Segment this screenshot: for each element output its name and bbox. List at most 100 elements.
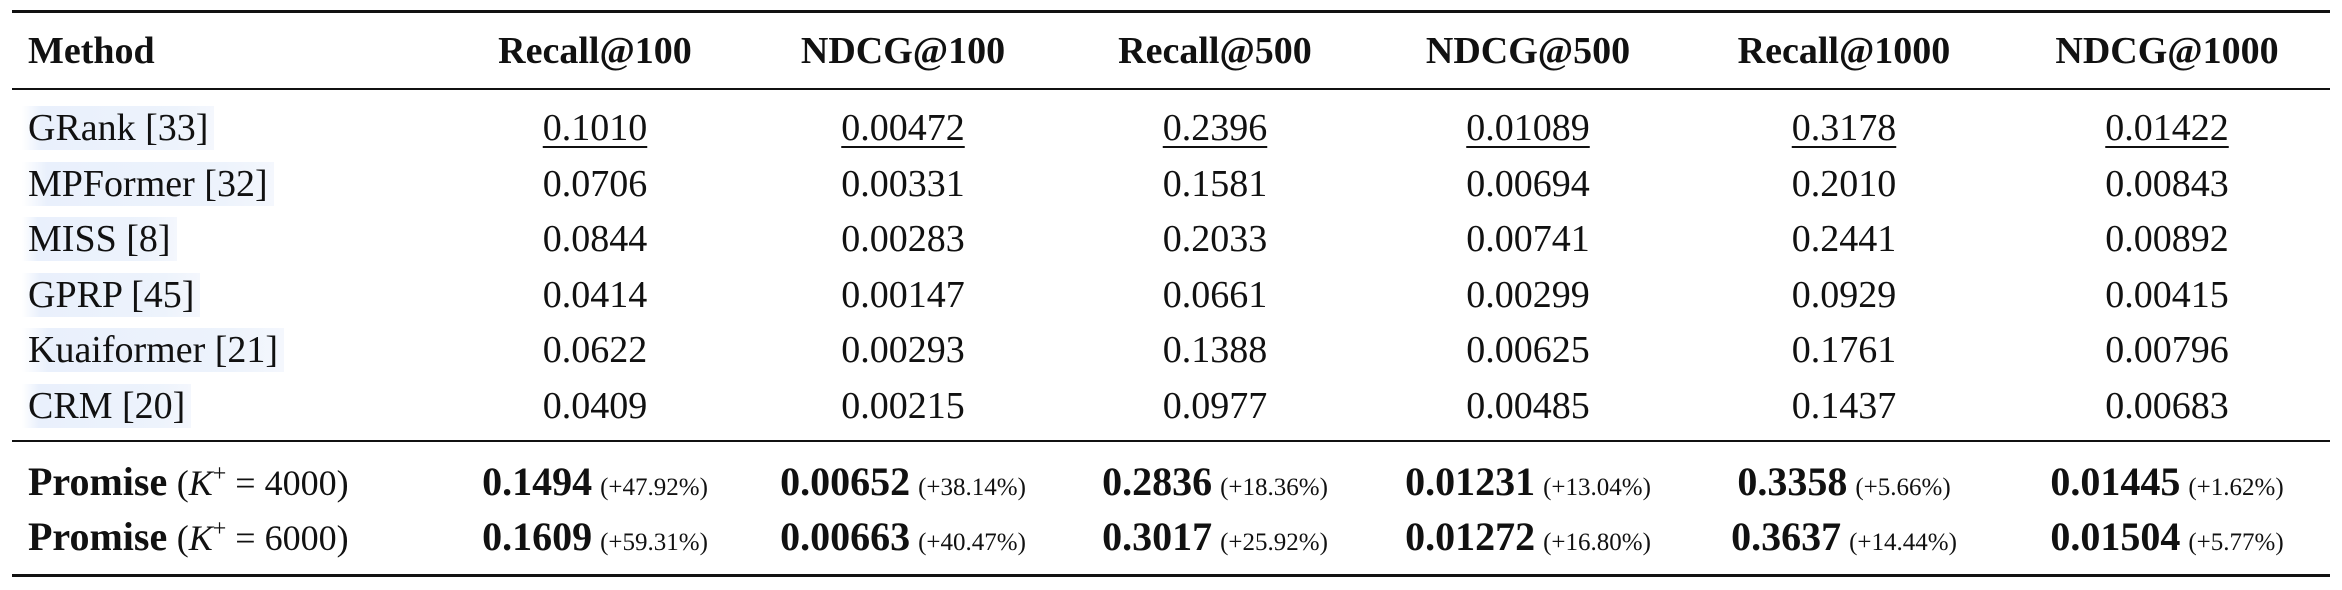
value-cell: 0.2836 (+18.36%) [1102, 458, 1328, 504]
best-baseline-value: 0.1010 [542, 107, 648, 149]
best-baseline-value: 0.2396 [1162, 107, 1268, 149]
ours-rows: Promise (K+ = 4000) 0.1494 (+47.92%) 0.00… [12, 442, 2330, 574]
method-label: Kuaiformer [21] [22, 328, 285, 373]
value-cell: 0.00694 [1466, 162, 1590, 205]
method-param: (K+ = 6000) [176, 515, 349, 558]
table-row: MPFormer [32] 0.0706 0.00331 0.1581 0.00… [12, 156, 2330, 212]
method-label: MPFormer [32] [22, 161, 274, 206]
method-name: Promise [28, 458, 168, 504]
gain-label: (+14.44%) [1849, 528, 1957, 556]
header-ndcg-500: NDCG@500 [1425, 29, 1631, 72]
method-param: (K+ = 4000) [176, 460, 349, 503]
value-cell: 0.1494 (+47.92%) [482, 458, 708, 504]
value-cell: 0.3017 (+25.92%) [1102, 513, 1328, 559]
value-cell: 0.01445 (+1.62%) [2050, 458, 2284, 504]
baseline-rows: GRank [33] 0.1010 0.00472 0.2396 0.01089… [12, 90, 2330, 440]
method-label: GPRP [45] [22, 272, 201, 317]
value-cell: 0.01422 [2004, 90, 2330, 156]
table-row: MISS [8] 0.0844 0.00283 0.2033 0.00741 0… [12, 212, 2330, 268]
value-cell: 0.0661 [1162, 273, 1268, 316]
value-cell: 0.01089 [1372, 90, 1684, 156]
value-cell: 0.2010 [1791, 162, 1897, 205]
best-baseline-value: 0.3178 [1791, 107, 1897, 149]
header-method: Method [28, 29, 155, 72]
gain-label: (+59.31%) [600, 528, 708, 556]
best-baseline-value: 0.01089 [1466, 107, 1590, 149]
method-label: MISS [8] [22, 217, 177, 262]
best-baseline-value: 0.00472 [841, 107, 965, 149]
header-rule [12, 88, 2330, 90]
method-name: Promise [28, 513, 168, 559]
value-cell: 0.1609 (+59.31%) [482, 513, 708, 559]
results-table-container: Method Recall@100 NDCG@100 Recall@500 ND… [12, 10, 2330, 577]
section-rule [12, 439, 2330, 442]
value-cell: 0.00652 (+38.14%) [780, 458, 1026, 504]
value-cell: 0.00796 [2105, 329, 2229, 372]
value-cell: 0.3178 [1684, 90, 2004, 156]
ours-table: Promise (K+ = 4000) 0.1494 (+47.92%) 0.00… [12, 442, 2330, 574]
value-cell: 0.0929 [1791, 273, 1897, 316]
gain-label: (+47.92%) [600, 473, 708, 501]
value-cell: 0.0414 [542, 273, 648, 316]
value-cell: 0.1581 [1162, 162, 1268, 205]
value-cell: 0.00331 [841, 162, 965, 205]
method-cell: MISS [8] [12, 212, 442, 268]
value-cell: 0.00415 [2105, 273, 2229, 316]
value-cell: 0.1761 [1791, 329, 1897, 372]
value-cell: 0.00472 [748, 90, 1058, 156]
value-cell: 0.2033 [1162, 218, 1268, 261]
value-cell: 0.0706 [542, 162, 648, 205]
header-ndcg-100: NDCG@100 [800, 29, 1006, 72]
value-cell: 0.00663 (+40.47%) [780, 513, 1026, 559]
top-rule [12, 10, 2330, 13]
table-row: GRank [33] 0.1010 0.00472 0.2396 0.01089… [12, 90, 2330, 156]
results-table: Method Recall@100 NDCG@100 Recall@500 ND… [12, 13, 2330, 88]
bottom-rule [12, 573, 2330, 577]
value-cell: 0.00283 [841, 218, 965, 261]
gain-label: (+38.14%) [918, 473, 1026, 501]
method-cell: Kuaiformer [21] [12, 323, 442, 379]
table-header: Method Recall@100 NDCG@100 Recall@500 ND… [12, 13, 2330, 88]
value-cell: 0.01504 (+5.77%) [2050, 513, 2284, 559]
table-row: CRM [20] 0.0409 0.00215 0.0977 0.00485 0… [12, 378, 2330, 440]
gain-label: (+5.77%) [2188, 528, 2284, 556]
method-cell: MPFormer [32] [12, 156, 442, 212]
value-cell: 0.0977 [1162, 384, 1268, 427]
best-baseline-value: 0.01422 [2105, 107, 2229, 149]
table-row: Kuaiformer [21] 0.0622 0.00293 0.1388 0.… [12, 323, 2330, 379]
value-cell: 0.2441 [1791, 218, 1897, 261]
gain-label: (+18.36%) [1220, 473, 1328, 501]
value-cell: 0.2396 [1058, 90, 1372, 156]
value-cell: 0.00683 [2105, 384, 2229, 427]
value-cell: 0.1010 [442, 90, 748, 156]
table-row: Promise (K+ = 6000) 0.1609 (+59.31%) 0.00… [12, 509, 2330, 574]
value-cell: 0.01272 (+16.80%) [1405, 513, 1651, 559]
gain-label: (+25.92%) [1220, 528, 1328, 556]
value-cell: 0.00293 [841, 329, 965, 372]
table-row: Promise (K+ = 4000) 0.1494 (+47.92%) 0.00… [12, 442, 2330, 509]
gain-label: (+1.62%) [2188, 473, 2284, 501]
gain-label: (+13.04%) [1543, 473, 1651, 501]
value-cell: 0.3637 (+14.44%) [1731, 513, 1957, 559]
method-label: CRM [20] [22, 383, 192, 428]
value-cell: 0.00625 [1466, 329, 1590, 372]
gain-label: (+16.80%) [1543, 528, 1651, 556]
value-cell: 0.01231 (+13.04%) [1405, 458, 1651, 504]
table-row: GPRP [45] 0.0414 0.00147 0.0661 0.00299 … [12, 267, 2330, 323]
baselines-table: GRank [33] 0.1010 0.00472 0.2396 0.01089… [12, 90, 2330, 440]
value-cell: 0.00741 [1466, 218, 1590, 261]
header-row: Method Recall@100 NDCG@100 Recall@500 ND… [12, 13, 2330, 88]
value-cell: 0.1388 [1162, 329, 1268, 372]
value-cell: 0.00892 [2105, 218, 2229, 261]
gain-label: (+5.66%) [1855, 473, 1951, 501]
gain-label: (+40.47%) [918, 528, 1026, 556]
value-cell: 0.3358 (+5.66%) [1737, 458, 1951, 504]
header-recall-500: Recall@500 [1118, 29, 1312, 72]
header-recall-100: Recall@100 [498, 29, 692, 72]
value-cell: 0.0409 [542, 384, 648, 427]
method-cell: GPRP [45] [12, 267, 442, 323]
method-cell: Promise (K+ = 6000) [12, 509, 442, 574]
value-cell: 0.0844 [542, 218, 648, 261]
value-cell: 0.00215 [841, 384, 965, 427]
method-cell: CRM [20] [12, 378, 442, 440]
